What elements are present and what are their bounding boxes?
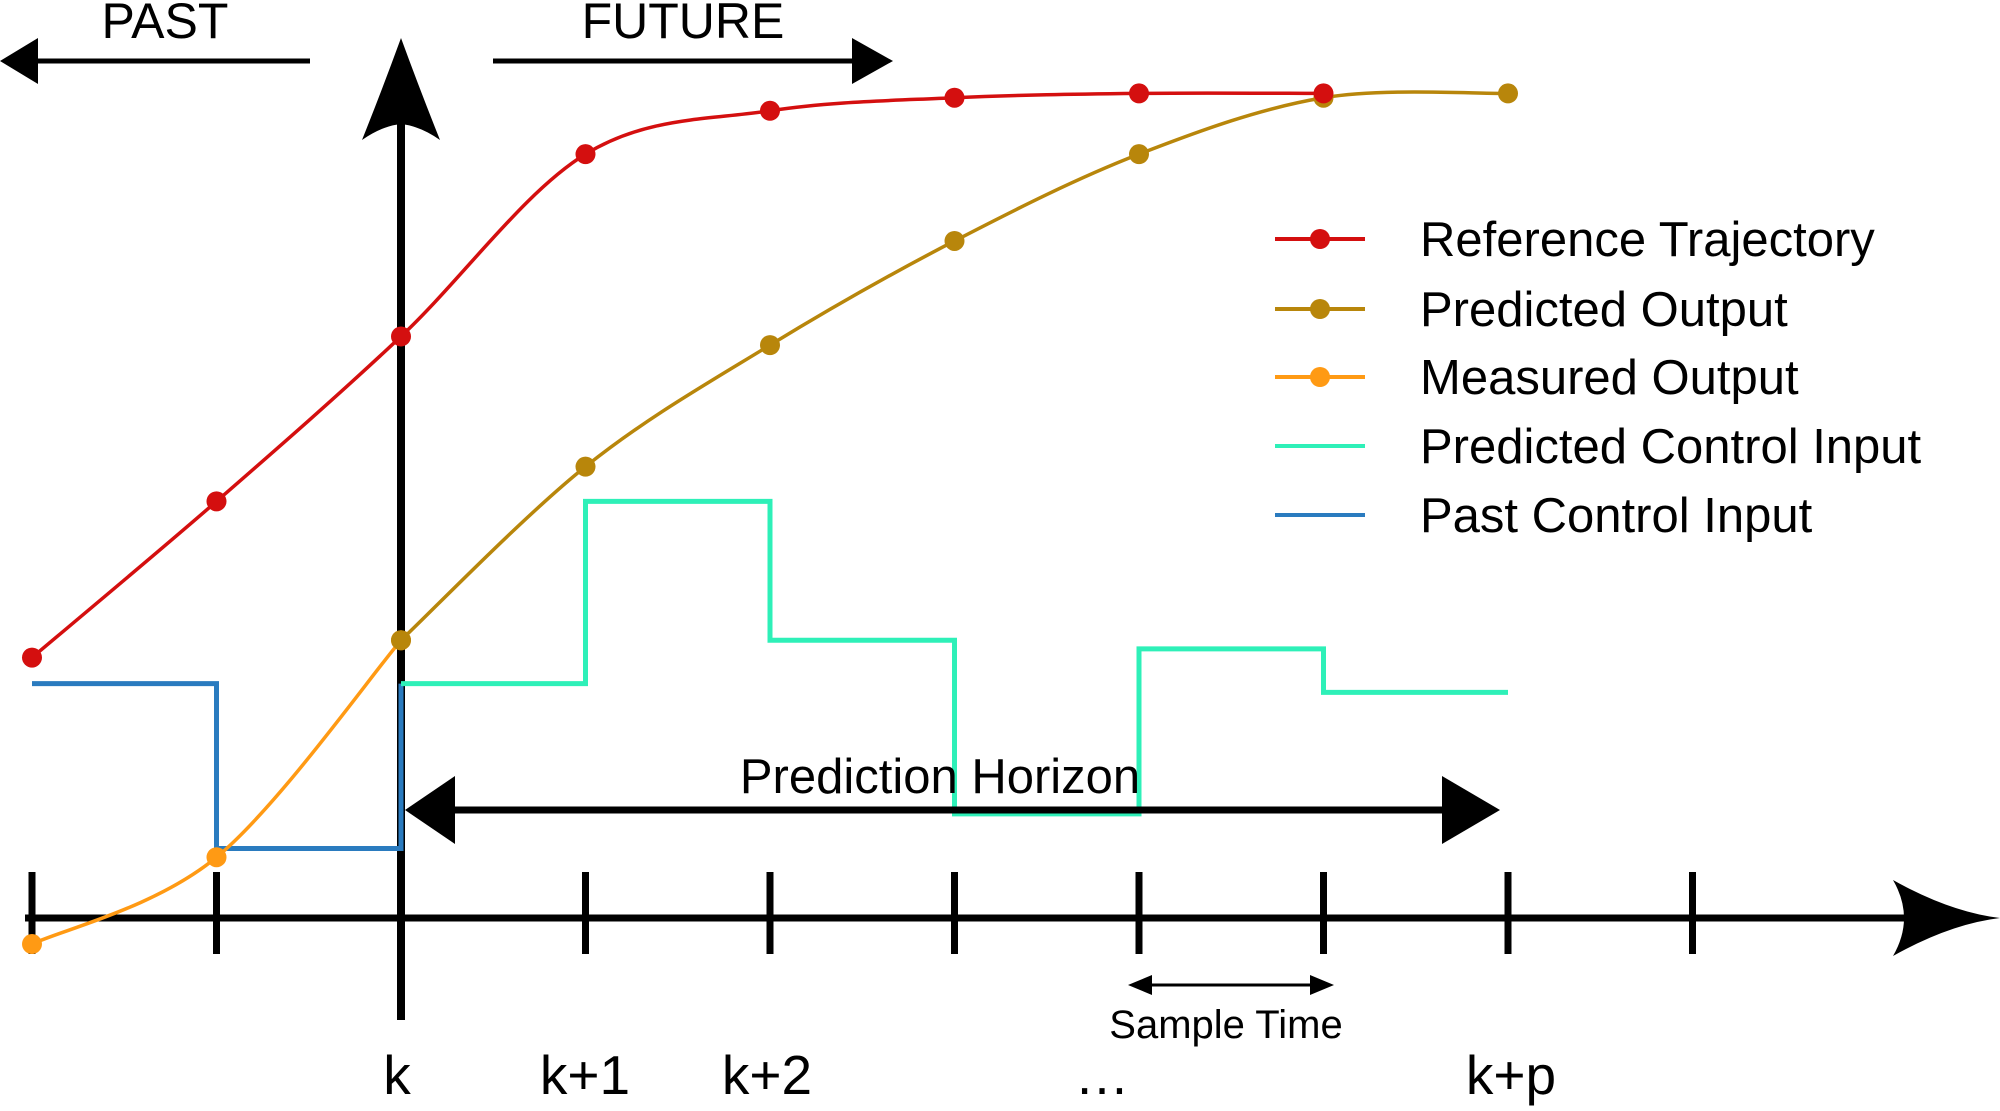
point-reference-trajectory-1 — [206, 491, 227, 512]
vertical-axis-k — [362, 38, 440, 1020]
future-label: FUTURE — [582, 0, 785, 49]
legend-item-predicted-output: Predicted Output — [1275, 283, 1788, 337]
point-predicted-output-0 — [391, 630, 411, 651]
prediction-horizon-label: Prediction Horizon — [740, 750, 1140, 804]
sample-time-label: Sample Time — [1109, 1003, 1342, 1047]
series-line-predicted-control-input — [401, 498, 1508, 817]
tick-label-k-plus-p: k+p — [1466, 1044, 1556, 1106]
legend-label-past-control-input: Past Control Input — [1420, 489, 1813, 543]
point-reference-trajectory-0 — [22, 647, 42, 668]
point-reference-trajectory-3 — [575, 144, 596, 165]
series-predicted-output — [391, 83, 1518, 651]
legend: Reference Trajectory Predicted Output Me… — [1275, 213, 1922, 543]
sample-time-arrow — [1128, 975, 1334, 995]
past-arrow — [0, 38, 310, 84]
point-reference-trajectory-2 — [391, 326, 411, 347]
series-reference-trajectory — [22, 83, 1334, 668]
point-measured-output-0 — [22, 934, 42, 955]
past-label: PAST — [102, 0, 229, 49]
legend-item-reference-trajectory: Reference Trajectory — [1275, 213, 1875, 267]
point-predicted-output-6 — [1498, 83, 1518, 104]
tick-marks — [28, 872, 1696, 954]
point-reference-trajectory-4 — [760, 100, 780, 121]
series-line-reference-trajectory — [30, 91, 1324, 659]
point-predicted-output-1 — [575, 456, 596, 477]
prediction-horizon-arrow — [405, 776, 1500, 844]
point-reference-trajectory-7 — [1313, 83, 1334, 104]
tick-label-k-plus-1: k+1 — [540, 1044, 630, 1106]
point-predicted-output-3 — [944, 230, 965, 251]
series-line-predicted-output — [399, 90, 1509, 642]
legend-label-predicted-control-input: Predicted Control Input — [1420, 420, 1922, 474]
legend-label-predicted-output: Predicted Output — [1420, 283, 1788, 337]
time-axis — [25, 880, 2000, 956]
point-measured-output-1 — [206, 847, 227, 868]
tick-label-k: k — [383, 1044, 411, 1106]
future-arrow — [493, 38, 893, 84]
legend-item-measured-output: Measured Output — [1275, 351, 1799, 405]
series-layer — [22, 83, 1518, 955]
point-predicted-output-2 — [760, 335, 780, 356]
point-predicted-output-4 — [1129, 144, 1149, 165]
legend-item-predicted-control-input: Predicted Control Input — [1275, 420, 1922, 474]
legend-label-reference-trajectory: Reference Trajectory — [1420, 213, 1875, 267]
series-predicted-control-input — [401, 498, 1508, 817]
legend-item-past-control-input: Past Control Input — [1275, 489, 1813, 543]
legend-label-measured-output: Measured Output — [1420, 351, 1799, 405]
point-reference-trajectory-6 — [1129, 83, 1149, 104]
tick-label-k-plus-2: k+2 — [722, 1044, 812, 1106]
tick-label-ellipsis: … — [1075, 1044, 1130, 1106]
point-reference-trajectory-5 — [944, 87, 965, 108]
